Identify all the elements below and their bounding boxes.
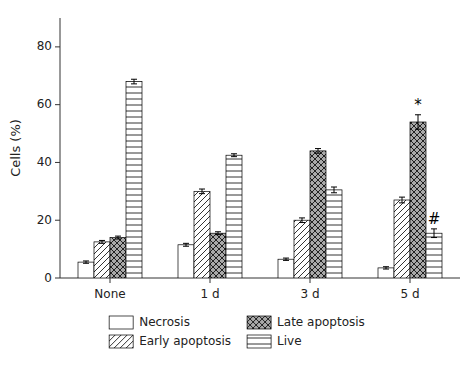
legend-item: Late apoptosis xyxy=(247,315,365,329)
y-tick xyxy=(55,162,60,163)
y-tick-label: 80 xyxy=(37,39,52,53)
legend-item: Live xyxy=(247,334,302,348)
y-tick xyxy=(55,104,60,105)
legend-item: Early apoptosis xyxy=(109,334,231,348)
legend-swatch xyxy=(247,335,271,348)
legend-swatch xyxy=(109,335,133,348)
legend-item: Necrosis xyxy=(109,315,190,329)
y-tick xyxy=(55,46,60,47)
bar xyxy=(310,151,326,278)
error-bar xyxy=(331,187,337,193)
x-tick xyxy=(410,278,411,283)
bar xyxy=(178,245,194,278)
legend-swatch xyxy=(109,316,133,329)
error-bar xyxy=(231,154,237,157)
legend-label: Early apoptosis xyxy=(139,334,231,348)
bar xyxy=(410,122,426,278)
x-tick-label: None xyxy=(94,287,125,301)
bar xyxy=(210,233,226,278)
error-bar xyxy=(383,267,389,269)
chart: 0 20 40 60 80 Cells (%) None 1 d 3 d 5 d * # Necrosi… xyxy=(0,0,474,374)
error-bar xyxy=(215,232,221,235)
legend-swatch xyxy=(247,316,271,329)
bar xyxy=(126,82,142,278)
error-bar xyxy=(415,115,421,129)
bar xyxy=(226,155,242,278)
error-bar xyxy=(131,79,137,84)
plot-area xyxy=(78,79,442,278)
y-tick xyxy=(55,220,60,221)
bar xyxy=(426,233,442,278)
error-bar xyxy=(431,229,437,238)
error-bar xyxy=(183,243,189,246)
bar xyxy=(194,191,210,278)
error-bar xyxy=(83,261,89,263)
x-tick xyxy=(310,278,311,283)
x-tick xyxy=(110,278,111,283)
x-tick-label: 3 d xyxy=(300,287,319,301)
y-axis xyxy=(60,18,61,278)
bar xyxy=(294,220,310,278)
bar xyxy=(278,259,294,278)
bar xyxy=(326,190,342,278)
annotation: # xyxy=(428,210,441,228)
legend-label: Live xyxy=(277,334,302,348)
bar xyxy=(78,262,94,278)
error-bar xyxy=(315,149,321,154)
y-tick xyxy=(55,278,60,279)
legend: Necrosis Early apoptosis Late apoptosis Liv… xyxy=(109,315,365,348)
legend-label: Late apoptosis xyxy=(277,315,365,329)
legend-label: Necrosis xyxy=(139,315,190,329)
y-axis-label: Cells (%) xyxy=(8,119,23,177)
error-bar xyxy=(399,197,405,203)
error-bar xyxy=(199,189,205,194)
error-bar xyxy=(299,218,305,223)
y-tick-label: 20 xyxy=(37,213,52,227)
y-tick-label: 40 xyxy=(37,155,52,169)
error-bar xyxy=(283,258,289,260)
bar xyxy=(110,238,126,278)
x-tick xyxy=(210,278,211,283)
x-tick-label: 1 d xyxy=(200,287,219,301)
annotation: * xyxy=(414,96,422,114)
bar xyxy=(94,242,110,278)
error-bar xyxy=(99,240,105,243)
error-bar xyxy=(115,236,121,239)
x-tick-label: 5 d xyxy=(400,287,419,301)
y-tick-label: 0 xyxy=(44,271,52,285)
y-tick-label: 60 xyxy=(37,97,52,111)
bar xyxy=(394,200,410,278)
